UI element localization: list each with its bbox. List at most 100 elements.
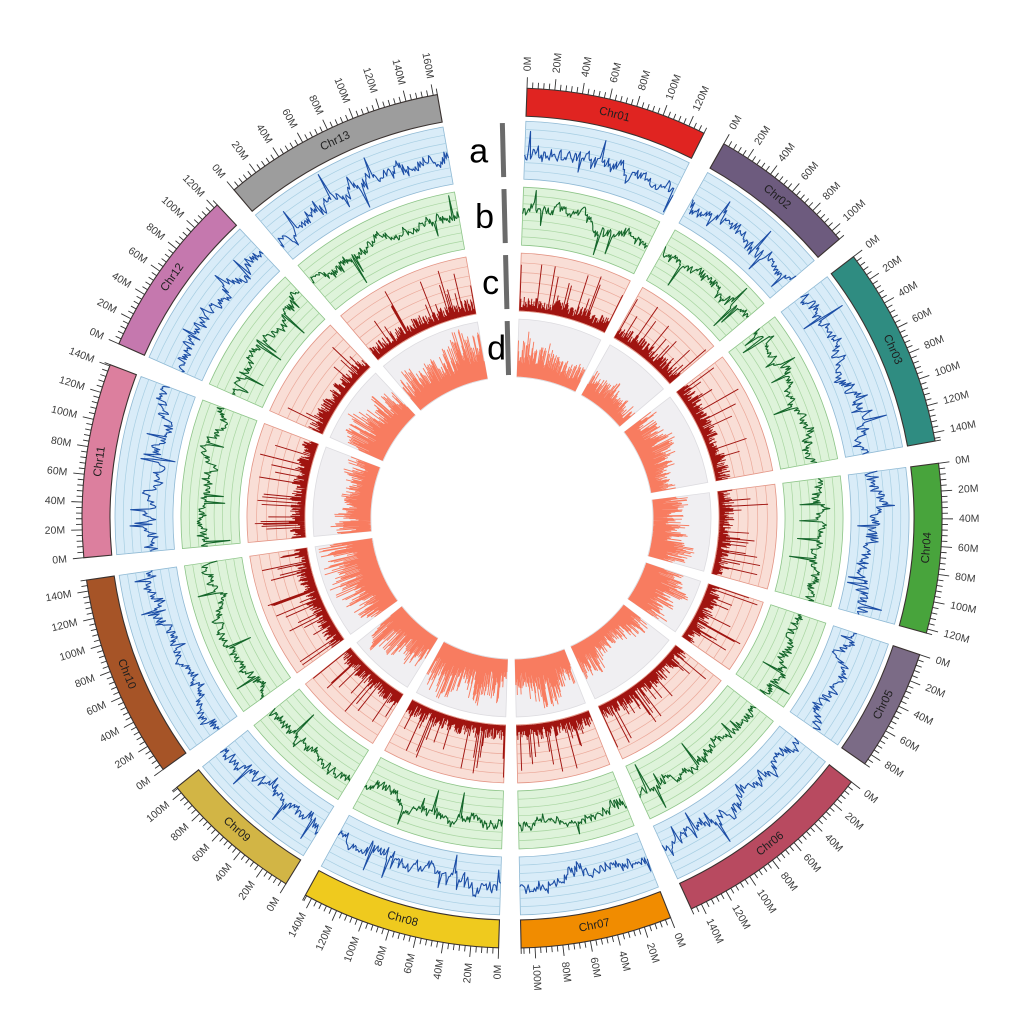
- track-a-gridline: [525, 129, 686, 171]
- tick-marks-Chr05: [864, 654, 931, 768]
- track-a-gridline: [519, 840, 641, 866]
- tick-label: 40M: [911, 708, 935, 728]
- tick-label: 40M: [896, 279, 920, 300]
- track-a-series: [129, 385, 176, 552]
- track-b-gridline: [654, 265, 733, 331]
- track-c-bars: [682, 583, 758, 651]
- track-b-gridline: [213, 411, 235, 546]
- track-label-c: c: [482, 264, 499, 302]
- track-a-gridline: [186, 258, 269, 375]
- ideogram-Chr10: [85, 575, 187, 771]
- track-b-gridline: [372, 771, 503, 808]
- ideogram-Chr06: [678, 764, 853, 910]
- track-c-background: [249, 547, 345, 674]
- track-a-gridline: [164, 394, 188, 551]
- track-d-bars: [570, 604, 648, 680]
- tick-marks-Chr07: [520, 917, 676, 959]
- track-a-gridline: [682, 215, 777, 294]
- track-a-gridline: [820, 281, 895, 449]
- tick-label: 80M: [144, 221, 167, 243]
- track-c-gridline: [287, 550, 329, 651]
- track-c-gridline: [757, 485, 768, 587]
- track-b-gridline: [636, 700, 748, 790]
- track-d-bars: [514, 649, 576, 709]
- track-a-gridline: [695, 193, 796, 277]
- track-a-gridline: [813, 286, 887, 450]
- track-d-bars: [369, 606, 438, 667]
- track-a-gridline: [525, 137, 682, 178]
- track-c-gridline: [520, 272, 622, 299]
- tick-label: 100M: [342, 935, 362, 964]
- track-a-gridline: [520, 878, 656, 907]
- track-b-gridline: [266, 714, 347, 786]
- tick-label: 120M: [729, 903, 752, 932]
- tick-label: 0M: [52, 553, 68, 566]
- track-b-series: [634, 705, 757, 808]
- track-label-b: b: [475, 198, 494, 236]
- tick-label: 80M: [306, 93, 326, 117]
- tick-label: 100M: [663, 73, 683, 102]
- track-a-gridline: [333, 844, 501, 891]
- chromosome-label-Chr04: Chr04: [920, 531, 934, 564]
- track-a-gridline: [341, 829, 501, 874]
- track-a-gridline: [699, 186, 802, 272]
- tick-label: 60M: [588, 956, 604, 978]
- track-b-gridline: [776, 620, 819, 703]
- track-b-gridline: [742, 607, 780, 680]
- tick-label: 40M: [98, 725, 122, 745]
- track-b-gridline: [225, 559, 278, 688]
- track-a-gridline: [796, 628, 842, 717]
- ideogram-Chr12: [118, 204, 238, 356]
- track-b-gridline: [376, 764, 504, 800]
- track-c-background: [613, 286, 715, 385]
- tick-label: 0M: [209, 162, 228, 181]
- track-a-gridline: [823, 638, 874, 736]
- ideogram-Chr01: [525, 87, 705, 160]
- tick-label: 40M: [616, 950, 633, 973]
- track-a-gridline: [234, 740, 326, 821]
- ideogram-Chr13: [233, 93, 443, 213]
- track-b-gridline: [735, 346, 790, 468]
- tick-label: 0M: [934, 654, 952, 670]
- track-b-gridline: [192, 564, 251, 707]
- track-c-gridline: [614, 668, 707, 742]
- track-c-gridline: [628, 312, 692, 366]
- tick-marks-Chr02: [723, 134, 845, 240]
- track-c-gridline: [258, 554, 306, 668]
- track-b-gridline: [658, 258, 739, 326]
- track-b-gridline: [356, 800, 502, 841]
- track-c-background: [675, 356, 774, 482]
- track-a-gridline: [810, 633, 858, 727]
- track-c-bars: [312, 647, 403, 722]
- track-label-a: a: [469, 133, 488, 171]
- track-b-gridline: [814, 477, 827, 603]
- track-a-gridline: [168, 568, 231, 722]
- track-d-background: [570, 603, 670, 700]
- tick-label: 0M: [671, 931, 688, 949]
- tick-label: 20M: [644, 941, 662, 964]
- ideogram-Chr03: [830, 255, 936, 447]
- tick-label: 140M: [703, 917, 725, 946]
- track-a-gridline: [163, 240, 252, 365]
- ideogram-Chr04: [898, 462, 943, 634]
- track-b-gridline: [292, 693, 365, 758]
- track-b-gridline: [670, 236, 758, 309]
- tick-marks-Chr01: [526, 77, 708, 134]
- track-a-gridline: [886, 468, 902, 623]
- track-c-bars: [519, 264, 624, 333]
- track-a-gridline: [151, 570, 218, 731]
- track-b-gridline: [754, 331, 814, 464]
- track-a-gridline: [524, 170, 668, 208]
- track-d-bars: [426, 641, 508, 706]
- tick-label: 100M: [50, 403, 78, 421]
- track-b-gridline: [518, 802, 626, 825]
- track-c-gridline: [691, 380, 736, 478]
- track-b-gridline: [521, 236, 638, 267]
- track-c-gridline: [265, 430, 283, 541]
- track-c-gridline: [739, 487, 749, 582]
- tick-marks-Chr06: [690, 781, 861, 915]
